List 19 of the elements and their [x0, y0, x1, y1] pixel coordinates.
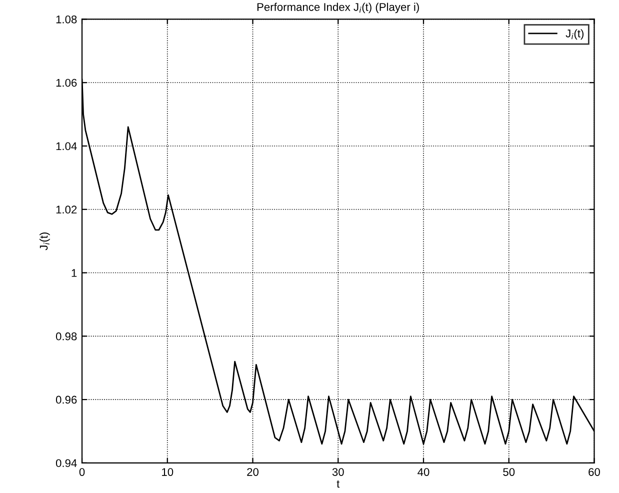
- x-tick-label: 0: [79, 468, 85, 476]
- y-tick-label: 1.08: [56, 15, 77, 24]
- x-axis-title: t: [336, 480, 340, 488]
- y-tick-label: 1.04: [56, 142, 77, 150]
- x-tick-label: 60: [588, 468, 600, 476]
- y-tick-label: 1.06: [56, 78, 77, 87]
- y-tick-label: 1: [72, 269, 77, 277]
- y-tick-label: 0.96: [56, 396, 77, 404]
- y-tick-label: 0.94: [56, 459, 77, 468]
- x-tick-label: 10: [162, 468, 174, 476]
- x-tick-label: 40: [418, 468, 430, 476]
- y-axis-title: J$_{i}$(t): [40, 232, 50, 250]
- y-tick-label: 0.98: [56, 332, 77, 340]
- x-tick-label: 50: [503, 468, 515, 476]
- x-tick-label: 20: [247, 468, 259, 476]
- x-tick-label: 30: [332, 468, 344, 476]
- chart-title: Performance Index J$_{i}$(t) (Player i): [257, 2, 419, 14]
- y-tick-label: 1.02: [56, 206, 77, 214]
- legend-label: J$_{i}$(t): [566, 29, 584, 40]
